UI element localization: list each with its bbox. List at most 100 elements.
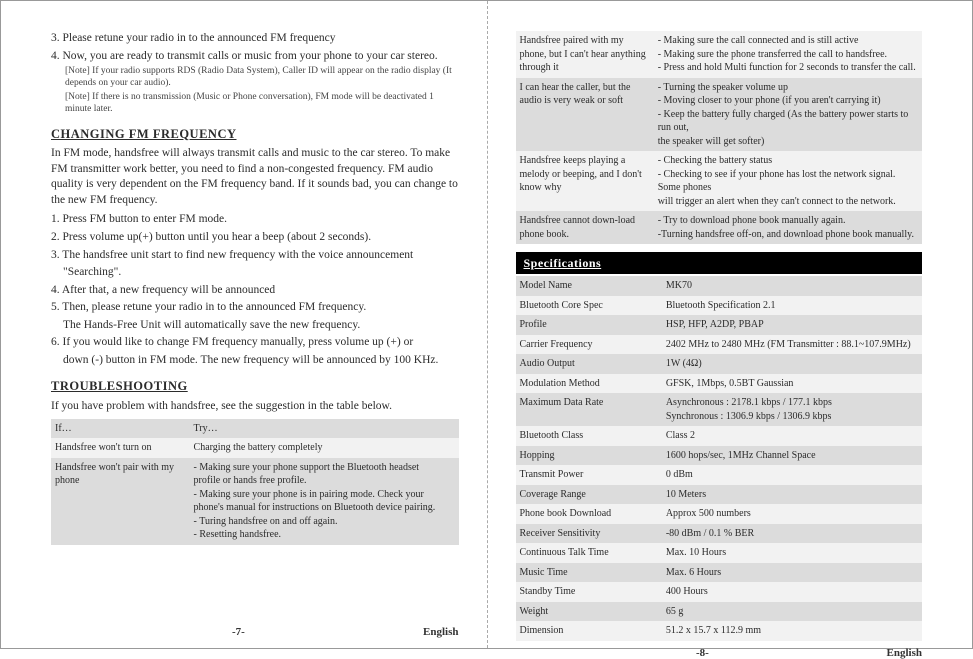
spec-value: 1W (4Ω) bbox=[662, 354, 922, 374]
section-troubleshooting: TROUBLESHOOTING bbox=[51, 378, 459, 395]
header-if: If… bbox=[51, 419, 190, 439]
troubleshooting-table-left: If… Try… Handsfree won't turn onCharging… bbox=[51, 419, 459, 545]
page-number-8: -8- bbox=[518, 647, 886, 659]
spec-label: Receiver Sensitivity bbox=[516, 524, 662, 544]
spec-value: Max. 10 Hours bbox=[662, 543, 922, 563]
step-3: 3. Please retune your radio in to the an… bbox=[51, 31, 459, 47]
spec-label: Bluetooth Class bbox=[516, 426, 662, 446]
spec-value: Bluetooth Specification 2.1 bbox=[662, 296, 922, 316]
issue-cell: Handsfree paired with my phone, but I ca… bbox=[516, 31, 654, 78]
troubleshooting-para: If you have problem with handsfree, see … bbox=[51, 399, 459, 415]
spec-row: Model NameMK70 bbox=[516, 276, 923, 296]
note-2: [Note] If there is no transmission (Musi… bbox=[65, 92, 459, 116]
spec-row: Music TimeMax. 6 Hours bbox=[516, 563, 923, 583]
table-header-row: If… Try… bbox=[51, 419, 459, 439]
page-8-content: Handsfree paired with my phone, but I ca… bbox=[516, 31, 923, 641]
spec-value: Approx 500 numbers bbox=[662, 504, 922, 524]
table-row: Handsfree won't pair with my phone- Maki… bbox=[51, 458, 459, 545]
footer-7: -7- English bbox=[51, 626, 459, 638]
changing-fm-steps: 1. Press FM button to enter FM mode. 2. P… bbox=[51, 212, 459, 368]
header-try: Try… bbox=[190, 419, 459, 439]
spec-row: Bluetooth ClassClass 2 bbox=[516, 426, 923, 446]
spec-value: Max. 6 Hours bbox=[662, 563, 922, 583]
spec-row: Bluetooth Core SpecBluetooth Specificati… bbox=[516, 296, 923, 316]
spec-label: Audio Output bbox=[516, 354, 662, 374]
spec-row: Carrier Frequency2402 MHz to 2480 MHz (F… bbox=[516, 335, 923, 355]
step-4: 4. Now, you are ready to transmit calls … bbox=[51, 49, 459, 65]
spec-row: Phone book DownloadApprox 500 numbers bbox=[516, 504, 923, 524]
spec-table: Model NameMK70Bluetooth Core SpecBluetoo… bbox=[516, 276, 923, 641]
spec-label: Music Time bbox=[516, 563, 662, 583]
try-cell: - Checking the battery status - Checking… bbox=[654, 151, 922, 211]
spec-label: Standby Time bbox=[516, 582, 662, 602]
page-lang-8: English bbox=[887, 647, 922, 659]
spec-row: Dimension51.2 x 15.7 x 112.9 mm bbox=[516, 621, 923, 641]
table-row: I can hear the caller, but the audio is … bbox=[516, 78, 923, 152]
try-cell: Charging the battery completely bbox=[190, 438, 459, 458]
spec-value: Class 2 bbox=[662, 426, 922, 446]
spec-value: 400 Hours bbox=[662, 582, 922, 602]
spec-row: Maximum Data RateAsynchronous : 2178.1 k… bbox=[516, 393, 923, 426]
page-number-7: -7- bbox=[54, 626, 423, 638]
spec-label: Weight bbox=[516, 602, 662, 622]
spec-value: MK70 bbox=[662, 276, 922, 296]
spec-value: 65 g bbox=[662, 602, 922, 622]
spec-title: Specifications bbox=[524, 256, 602, 270]
try-cell: - Turning the speaker volume up - Moving… bbox=[654, 78, 922, 152]
spec-row: ProfileHSP, HFP, A2DP, PBAP bbox=[516, 315, 923, 335]
page-7: 3. Please retune your radio in to the an… bbox=[1, 1, 487, 648]
page-8: Handsfree paired with my phone, but I ca… bbox=[487, 1, 973, 648]
spec-value: HSP, HFP, A2DP, PBAP bbox=[662, 315, 922, 335]
spec-label: Transmit Power bbox=[516, 465, 662, 485]
spec-label: Hopping bbox=[516, 446, 662, 466]
step-sub: down (-) button in FM mode. The new freq… bbox=[63, 353, 459, 369]
issue-cell: Handsfree keeps playing a melody or beep… bbox=[516, 151, 654, 211]
section-changing-fm: CHANGING FM FREQUENCY bbox=[51, 126, 459, 143]
spec-row: Coverage Range10 Meters bbox=[516, 485, 923, 505]
try-cell: - Try to download phone book manually ag… bbox=[654, 211, 922, 244]
spec-label: Coverage Range bbox=[516, 485, 662, 505]
try-cell: - Making sure your phone support the Blu… bbox=[190, 458, 459, 545]
spec-row: Hopping1600 hops/sec, 1MHz Channel Space bbox=[516, 446, 923, 466]
spec-row: Modulation MethodGFSK, 1Mbps, 0.5BT Gaus… bbox=[516, 374, 923, 394]
spec-row: Audio Output1W (4Ω) bbox=[516, 354, 923, 374]
spec-value: 51.2 x 15.7 x 112.9 mm bbox=[662, 621, 922, 641]
spec-row: Standby Time400 Hours bbox=[516, 582, 923, 602]
spec-label: Profile bbox=[516, 315, 662, 335]
spec-label: Phone book Download bbox=[516, 504, 662, 524]
try-cell: - Making sure the call connected and is … bbox=[654, 31, 922, 78]
spec-value: GFSK, 1Mbps, 0.5BT Gaussian bbox=[662, 374, 922, 394]
spec-label: Bluetooth Core Spec bbox=[516, 296, 662, 316]
spec-row: Transmit Power0 dBm bbox=[516, 465, 923, 485]
issue-cell: I can hear the caller, but the audio is … bbox=[516, 78, 654, 152]
spec-label: Dimension bbox=[516, 621, 662, 641]
spec-value: 10 Meters bbox=[662, 485, 922, 505]
page-7-content: 3. Please retune your radio in to the an… bbox=[51, 31, 459, 620]
step-sub: The Hands-Free Unit will automatically s… bbox=[63, 318, 459, 334]
spec-label: Carrier Frequency bbox=[516, 335, 662, 355]
spec-label: Maximum Data Rate bbox=[516, 393, 662, 426]
issue-cell: Handsfree won't pair with my phone bbox=[51, 458, 190, 545]
step: 1. Press FM button to enter FM mode. bbox=[51, 212, 459, 228]
spec-value: 2402 MHz to 2480 MHz (FM Transmitter : 8… bbox=[662, 335, 922, 355]
table-row: Handsfree cannot down-load phone book.- … bbox=[516, 211, 923, 244]
page-spread: 3. Please retune your radio in to the an… bbox=[0, 0, 973, 649]
changing-fm-para: In FM mode, handsfree will always transm… bbox=[51, 146, 459, 208]
note-1: [Note] If your radio supports RDS (Radio… bbox=[65, 66, 459, 90]
table-row: Handsfree paired with my phone, but I ca… bbox=[516, 31, 923, 78]
step: 2. Press volume up(+) button until you h… bbox=[51, 230, 459, 246]
spec-header: Specifications bbox=[516, 252, 923, 274]
spec-row: Weight65 g bbox=[516, 602, 923, 622]
spec-row: Continuous Talk TimeMax. 10 Hours bbox=[516, 543, 923, 563]
spec-label: Continuous Talk Time bbox=[516, 543, 662, 563]
page-lang-7: English bbox=[423, 626, 458, 638]
spec-value: 0 dBm bbox=[662, 465, 922, 485]
table-row: Handsfree keeps playing a melody or beep… bbox=[516, 151, 923, 211]
step: 6. If you would like to change FM freque… bbox=[51, 335, 459, 351]
step-sub: "Searching". bbox=[63, 265, 459, 281]
step: 4. After that, a new frequency will be a… bbox=[51, 283, 459, 299]
step: 5. Then, please retune your radio in to … bbox=[51, 300, 459, 316]
step: 3. The handsfree unit start to find new … bbox=[51, 248, 459, 264]
issue-cell: Handsfree won't turn on bbox=[51, 438, 190, 458]
spec-value: 1600 hops/sec, 1MHz Channel Space bbox=[662, 446, 922, 466]
